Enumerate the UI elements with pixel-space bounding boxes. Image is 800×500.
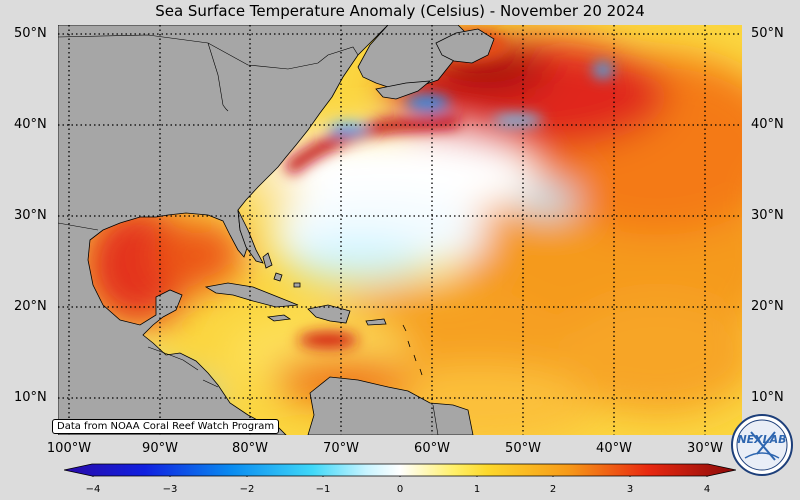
nexlab-logo-text: NEXLAB — [737, 433, 787, 446]
lat-label-right-20: 20°N — [751, 299, 784, 314]
lon-label-90w: 90°W — [142, 441, 178, 456]
north-america-landmass — [58, 25, 389, 435]
south-america-landmass — [307, 376, 474, 435]
lat-label-left-30: 30°N — [14, 208, 47, 223]
borders — [58, 34, 439, 435]
lat-label-right-10: 10°N — [751, 390, 784, 405]
lon-label-70w: 70°W — [323, 441, 359, 456]
bahamas-islands — [262, 252, 301, 288]
lesser-antilles — [402, 324, 423, 376]
nova-scotia — [375, 80, 432, 100]
sst-anomaly-map — [58, 25, 742, 435]
lat-label-left-40: 40°N — [14, 117, 47, 132]
colorbar-tick: −3 — [162, 484, 178, 495]
colorbar-tick: 1 — [473, 484, 481, 495]
cuba-island — [204, 282, 299, 308]
lat-label-right-50: 50°N — [751, 26, 784, 41]
hispaniola-island — [307, 304, 351, 324]
map-title: Sea Surface Temperature Anomaly (Celsius… — [155, 2, 645, 20]
lat-label-right-40: 40°N — [751, 117, 784, 132]
lon-label-50w: 50°W — [505, 441, 541, 456]
lat-label-left-50: 50°N — [14, 26, 47, 41]
land-masses — [58, 25, 495, 435]
graticule — [58, 25, 742, 435]
puerto-rico-island — [365, 318, 387, 326]
colorbar-tick: −2 — [239, 484, 255, 495]
colorbar-tick: −1 — [315, 484, 331, 495]
colorbar — [64, 463, 736, 477]
lon-label-40w: 40°W — [596, 441, 632, 456]
data-credit-label: Data from NOAA Coral Reef Watch Program — [52, 419, 280, 434]
lat-label-left-10: 10°N — [14, 390, 47, 405]
colorbar-tick: 4 — [703, 484, 711, 495]
lat-label-right-30: 30°N — [751, 208, 784, 223]
lat-label-left-20: 20°N — [14, 299, 47, 314]
lon-label-60w: 60°W — [414, 441, 450, 456]
lon-label-30w: 30°W — [687, 441, 723, 456]
lon-label-100w: 100°W — [46, 441, 92, 456]
colorbar-tick: 2 — [549, 484, 557, 495]
lon-label-80w: 80°W — [232, 441, 268, 456]
colorbar-tick: 0 — [396, 484, 404, 495]
colorbar-tick: −4 — [85, 484, 101, 495]
colorbar-tick: 3 — [626, 484, 634, 495]
jamaica-island — [266, 314, 292, 322]
newfoundland-island — [435, 28, 495, 64]
nexlab-logo-icon — [731, 414, 793, 476]
